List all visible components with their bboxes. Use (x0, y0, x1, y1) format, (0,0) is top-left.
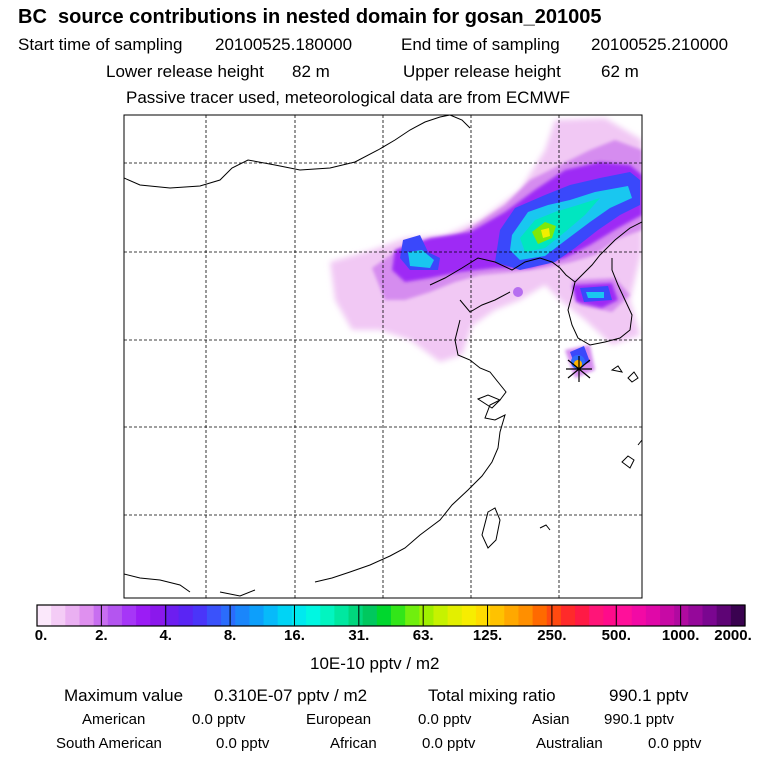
start-time-label: Start time of sampling (18, 35, 183, 54)
colorbar-tick-label: 0. (34, 627, 48, 644)
colorbar-tick-label: 250. (537, 627, 567, 644)
colorbar-tick-label: 125. (472, 627, 503, 644)
colorbar-tick-label: 4. (159, 627, 172, 644)
colorbar-cell (716, 605, 732, 626)
region-value: 990.1 pptv (604, 711, 675, 728)
colorbar-cell (575, 605, 590, 626)
colorbar-cell (320, 605, 335, 626)
lower-height-label: Lower release height (106, 62, 264, 81)
colorbar-tick-label: 500. (601, 627, 631, 644)
colorbar-tick-label: 8. (223, 627, 237, 644)
colorbar-cell (702, 605, 718, 626)
colorbar-cell (235, 605, 250, 626)
colorbar-cell (362, 605, 378, 626)
colorbar-cell (136, 605, 151, 626)
colorbar-cell (249, 605, 265, 626)
gridlines (124, 115, 642, 598)
colorbar-cell (674, 605, 689, 626)
start-time-value: 20100525.180000 (215, 35, 353, 54)
region-value: 0.0 pptv (192, 711, 246, 728)
region-value: 0.0 pptv (418, 711, 472, 728)
end-time-value: 20100525.210000 (591, 35, 729, 54)
colorbar-cell (65, 605, 81, 626)
colorbar-frame (36, 604, 746, 627)
region-name: American (82, 711, 146, 728)
region-value: 0.0 pptv (216, 735, 270, 752)
plot-title: BC source contributions in nested domain… (18, 6, 602, 28)
region-name: South American (56, 735, 162, 752)
colorbar-cell (376, 605, 392, 626)
colorbar-cell (291, 605, 307, 626)
colorbar-unit: 10E-10 pptv / m2 (310, 654, 440, 673)
region-value: 0.0 pptv (648, 735, 702, 752)
region-name: Asian (532, 711, 570, 728)
colorbar-tick-label: 2. (95, 627, 108, 644)
colorbar-cell (150, 605, 166, 626)
colorbar-cell (192, 605, 208, 626)
region-name: African (330, 735, 377, 752)
colorbar-cell (447, 605, 463, 626)
region-name: European (306, 711, 372, 728)
tracer-note: Passive tracer used, meteorological data… (126, 88, 571, 107)
colorbar-cell (263, 605, 279, 626)
colorbar-cell (277, 605, 293, 626)
colorbar-cell (589, 605, 604, 626)
colorbar-cell (306, 605, 321, 626)
colorbar-tick-label: 63. (412, 627, 434, 644)
colorbar-cell (164, 605, 180, 626)
colorbar-cell (121, 605, 137, 626)
colorbar-cell (490, 605, 505, 626)
upper-height-label: Upper release height (403, 62, 561, 81)
max-value-label: Maximum value (64, 686, 184, 705)
colorbar-cell (730, 605, 746, 626)
colorbar-cell (37, 605, 52, 626)
colorbar-cell (419, 605, 435, 626)
colorbar-cell (532, 605, 548, 626)
colorbar-tick-label: 1000. (661, 627, 700, 644)
colorbar-cell (391, 605, 406, 626)
colorbar-tick-label: 2000. (714, 627, 752, 644)
end-time-label: End time of sampling (401, 35, 560, 54)
colorbar-cell (631, 605, 647, 626)
colorbar-cell (617, 605, 633, 626)
colorbar-cell (334, 605, 350, 626)
colorbar-tick-label: 31. (348, 627, 370, 644)
colorbar-cell (546, 605, 562, 626)
colorbar-cell (107, 605, 123, 626)
colorbar-cell (518, 605, 534, 626)
colorbar-cell (560, 605, 576, 626)
total-mixing-label: Total mixing ratio (428, 686, 556, 705)
colorbar-cell (79, 605, 95, 626)
lower-height-value: 82 m (292, 62, 330, 81)
region-value: 0.0 pptv (422, 735, 476, 752)
colorbar-cell (51, 605, 66, 626)
region-name: Australian (536, 735, 603, 752)
receptor-marker (566, 356, 592, 382)
colorbar-cell (475, 605, 491, 626)
colorbar-cell (688, 605, 704, 626)
colorbar-cell (660, 605, 675, 626)
colorbar-tick-label: 16. (284, 627, 305, 644)
colorbar-cell (461, 605, 477, 626)
colorbar-cell (221, 605, 236, 626)
max-value: 0.310E-07 pptv / m2 (214, 686, 368, 705)
colorbar-cell (504, 605, 520, 626)
colorbar-cell (603, 605, 619, 626)
upper-height-value: 62 m (601, 62, 639, 81)
total-mixing-value: 990.1 pptv (609, 686, 689, 705)
colorbar-cell (348, 605, 364, 626)
coastlines (124, 115, 642, 597)
map-frame (123, 114, 643, 599)
colorbar-cell (405, 605, 420, 626)
colorbar-cell (178, 605, 194, 626)
colorbar-cell (645, 605, 661, 626)
colorbar-cell (206, 605, 222, 626)
colorbar-cell (433, 605, 449, 626)
